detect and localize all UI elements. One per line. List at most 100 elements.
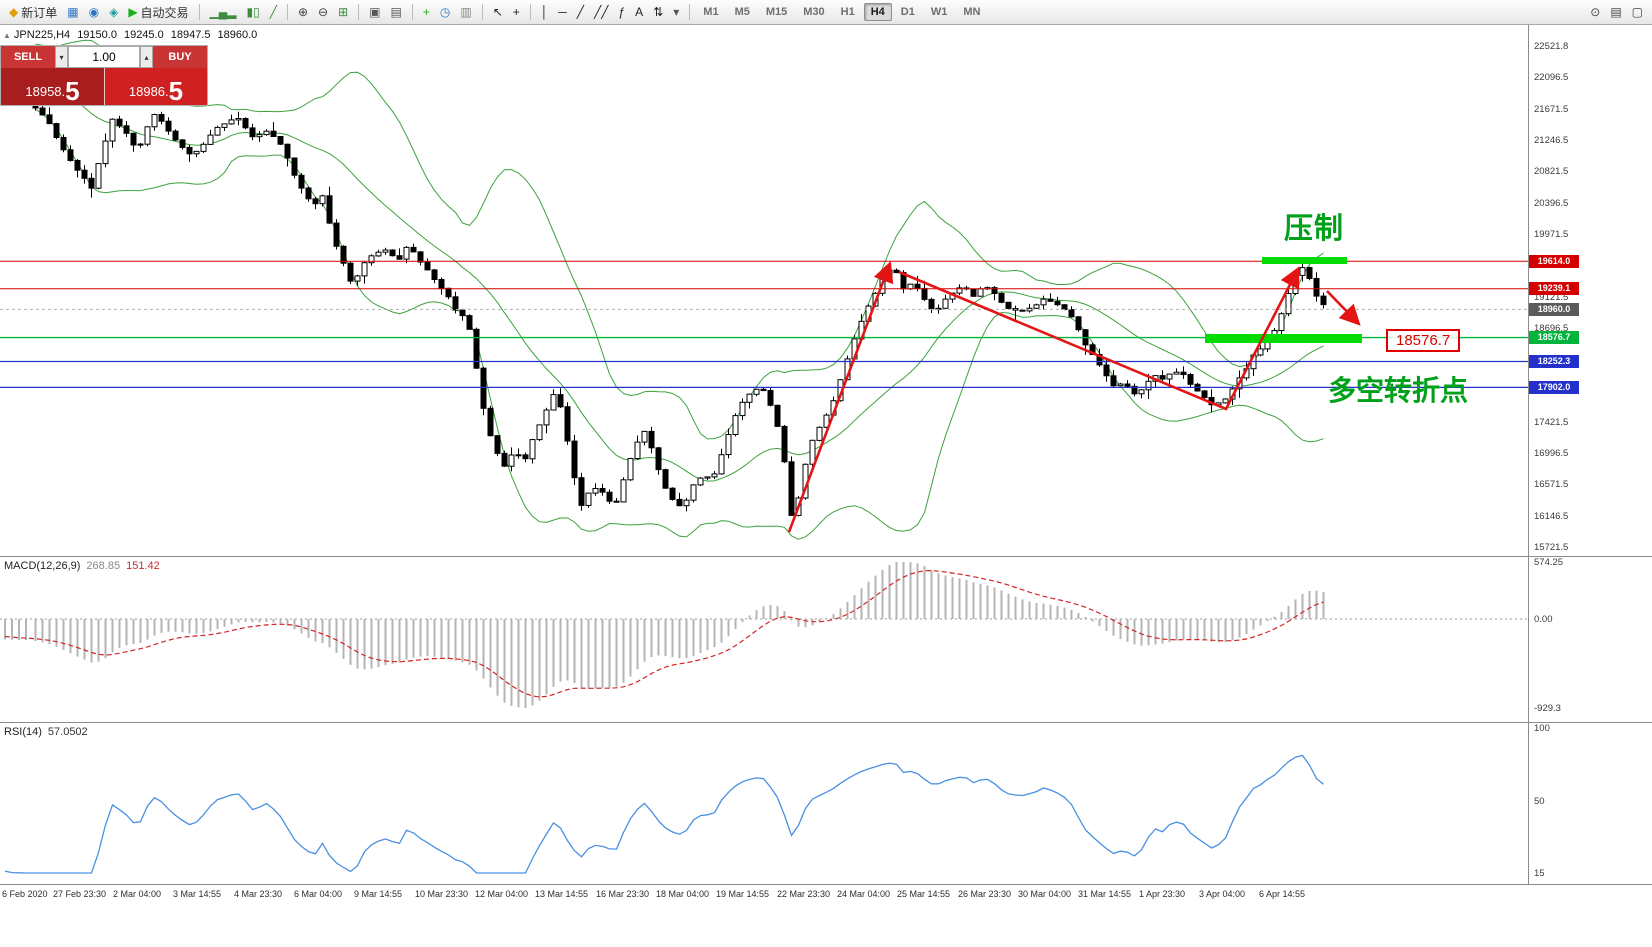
- buy-price-pip: 5: [168, 75, 184, 106]
- chart-list-icon-glyph: ▤: [1610, 5, 1622, 19]
- sell-price-pip: 5: [65, 75, 80, 106]
- rsi-label: RSI(14): [4, 726, 42, 738]
- timeframe-d1-button[interactable]: D1: [900, 6, 915, 18]
- text-icon[interactable]: A: [631, 5, 647, 19]
- candlestick-chart-icon[interactable]: ▮▯: [243, 5, 264, 19]
- toolbar-separator: [358, 4, 360, 20]
- toolbar-separator: [529, 4, 531, 20]
- rsi-axis-label: 50: [1534, 796, 1545, 807]
- macd-chart[interactable]: [0, 557, 1528, 722]
- tile-windows-icon[interactable]: ▣: [365, 5, 384, 19]
- level-price-label[interactable]: 18576.7: [1386, 329, 1461, 352]
- zoom-out-icon[interactable]: ⊖: [314, 5, 332, 19]
- time-axis-label: 30 Mar 04:00: [1018, 889, 1072, 899]
- resistance-annotation[interactable]: 压制: [1284, 213, 1345, 245]
- toolbar: ◆ 新订单 ▦ ◉ ◈ ▶ 自动交易 ▁▄▂ ▮▯ ╱ ⊕ ⊖ ⊞ ▣ ▤ + ◷ ▥ ↖ + │ ─ ╱ ╱╱ ƒ A ⇅ ▾ M1…: [0, 0, 1652, 25]
- time-axis-label: 1 Apr 23:30: [1139, 889, 1186, 899]
- price-axis-label: 19121.5: [1534, 291, 1569, 303]
- timeframe-w1-button[interactable]: W1: [930, 6, 948, 18]
- time-axis[interactable]: 6 Feb 2020 27 Feb 23:30 2 Mar 04:00 3 Mar 1…: [0, 884, 1652, 947]
- turning-point-annotation[interactable]: 多空转折点: [1328, 375, 1469, 406]
- bar-chart-icon[interactable]: ▁▄▂: [206, 5, 241, 19]
- time-axis-label: 19 Mar 14:55: [716, 889, 770, 899]
- periods-icon[interactable]: ◷: [436, 5, 454, 19]
- price-axis-label: 20396.5: [1534, 197, 1569, 209]
- macd-label: MACD(12,26,9): [4, 560, 81, 572]
- channel-icon-icon: ╱╱: [594, 5, 609, 19]
- grid-icon-icon: ⊞: [338, 5, 349, 19]
- price-axis-label: 18696.5: [1534, 322, 1569, 334]
- tile-windows-icon-icon: ▣: [369, 5, 381, 19]
- horizontal-line-icon[interactable]: ─: [554, 5, 571, 19]
- chart-list-icon[interactable]: ▤: [1606, 5, 1625, 19]
- timeframe-h4-button[interactable]: H4: [863, 3, 892, 21]
- search-icon[interactable]: ⊙: [1586, 5, 1604, 19]
- cascade-windows-icon-icon: ▤: [390, 5, 402, 19]
- buy-button[interactable]: BUY: [153, 46, 207, 68]
- sell-price-button[interactable]: 18958. 5: [1, 68, 104, 105]
- volume-input[interactable]: [68, 46, 140, 68]
- toolbar-left-groups: ◆ 新订单 ▦ ◉ ◈ ▶ 自动交易 ▁▄▂ ▮▯ ╱ ⊕ ⊖ ⊞ ▣ ▤ + ◷ ▥ ↖ + │ ─ ╱ ╱╱ ƒ A ⇅ ▾: [4, 3, 684, 22]
- fibonacci-icon[interactable]: ƒ: [614, 5, 629, 19]
- candlestick-chart[interactable]: [0, 25, 1528, 556]
- time-axis-label: 2 Mar 04:00: [113, 889, 162, 899]
- time-axis-label: 12 Mar 04:00: [475, 889, 529, 899]
- rsi-axis-label: 15: [1534, 867, 1545, 879]
- sell-price-main: 18958.: [25, 84, 66, 99]
- indicators-icon[interactable]: +: [419, 5, 434, 19]
- macd-signal-value: 151.42: [126, 560, 160, 572]
- profile-icon[interactable]: ◉: [85, 5, 103, 19]
- one-click-trading-widget: SELL ▾ ▴ BUY 18958.5 18986.5: [0, 45, 208, 106]
- shapes-dropdown-icon[interactable]: ▾: [669, 5, 683, 19]
- time-axis-label: 10 Mar 23:30: [415, 889, 469, 899]
- macd-panel[interactable]: MACD(12,26,9) 268.85 151.42: [0, 556, 1528, 722]
- auto-trading-button[interactable]: ▶ 自动交易: [124, 3, 192, 22]
- arrows-icon[interactable]: ⇅: [649, 5, 667, 19]
- crosshair-icon[interactable]: +: [509, 5, 524, 19]
- trendline-icon-icon: ╱: [576, 5, 585, 19]
- time-axis-label: 31 Mar 14:55: [1078, 889, 1132, 899]
- zoom-in-icon[interactable]: ⊕: [294, 5, 312, 19]
- price-tag: 17902.0: [1529, 380, 1579, 394]
- auto-trading-button-label: 自动交易: [140, 5, 189, 20]
- timeframe-mn-button[interactable]: MN: [963, 6, 981, 18]
- fullscreen-icon[interactable]: ▢: [1628, 5, 1647, 19]
- cursor-icon[interactable]: ↖: [489, 5, 507, 19]
- rsi-title: RSI(14) 57.0502: [4, 726, 88, 738]
- price-axis-label: 20821.5: [1534, 166, 1569, 178]
- sell-button[interactable]: SELL: [1, 46, 55, 68]
- timeframe-m5-button[interactable]: M5: [734, 6, 750, 18]
- profile-icon-icon: ◉: [88, 5, 100, 19]
- cascade-windows-icon[interactable]: ▤: [387, 5, 406, 19]
- buy-price-button[interactable]: 18986. 5: [104, 68, 207, 105]
- trendline-icon[interactable]: ╱: [573, 5, 588, 19]
- crosshair-icon-icon: +: [512, 5, 520, 19]
- quote-open: 19150.0: [77, 29, 117, 41]
- text-icon-icon: A: [635, 5, 644, 19]
- price-axis-label: 22096.5: [1534, 72, 1569, 84]
- vertical-line-icon[interactable]: │: [537, 5, 553, 19]
- volume-decrease-button[interactable]: ▾: [55, 46, 68, 68]
- timeframe-m1-button[interactable]: M1: [703, 6, 719, 18]
- time-axis-label: 22 Mar 23:30: [777, 889, 831, 899]
- timeframe-h1-button[interactable]: H1: [840, 6, 855, 18]
- price-tag: 19614.0: [1529, 254, 1579, 268]
- macd-title: MACD(12,26,9) 268.85 151.42: [4, 560, 160, 572]
- price-axis-label: 21246.5: [1534, 134, 1569, 146]
- search-icon-glyph: ⊙: [1590, 5, 1601, 19]
- market-watch-icon[interactable]: ◈: [105, 5, 122, 19]
- price-axis-label: 22521.8: [1534, 41, 1569, 52]
- timeframe-m30-button[interactable]: M30: [803, 6, 825, 18]
- grid-icon[interactable]: ⊞: [334, 5, 352, 19]
- rsi-chart[interactable]: [0, 723, 1528, 884]
- chart-window-icon[interactable]: ▦: [63, 5, 82, 19]
- new-order-button[interactable]: ◆ 新订单: [5, 3, 61, 22]
- volume-increase-button[interactable]: ▴: [140, 46, 153, 68]
- rsi-panel[interactable]: RSI(14) 57.0502: [0, 722, 1528, 884]
- quote-low: 18947.5: [170, 29, 211, 41]
- line-chart-icon[interactable]: ╱: [266, 5, 281, 19]
- templates-icon[interactable]: ▥: [456, 5, 475, 19]
- timeframe-m15-button[interactable]: M15: [765, 6, 788, 18]
- channel-icon[interactable]: ╱╱: [590, 5, 612, 19]
